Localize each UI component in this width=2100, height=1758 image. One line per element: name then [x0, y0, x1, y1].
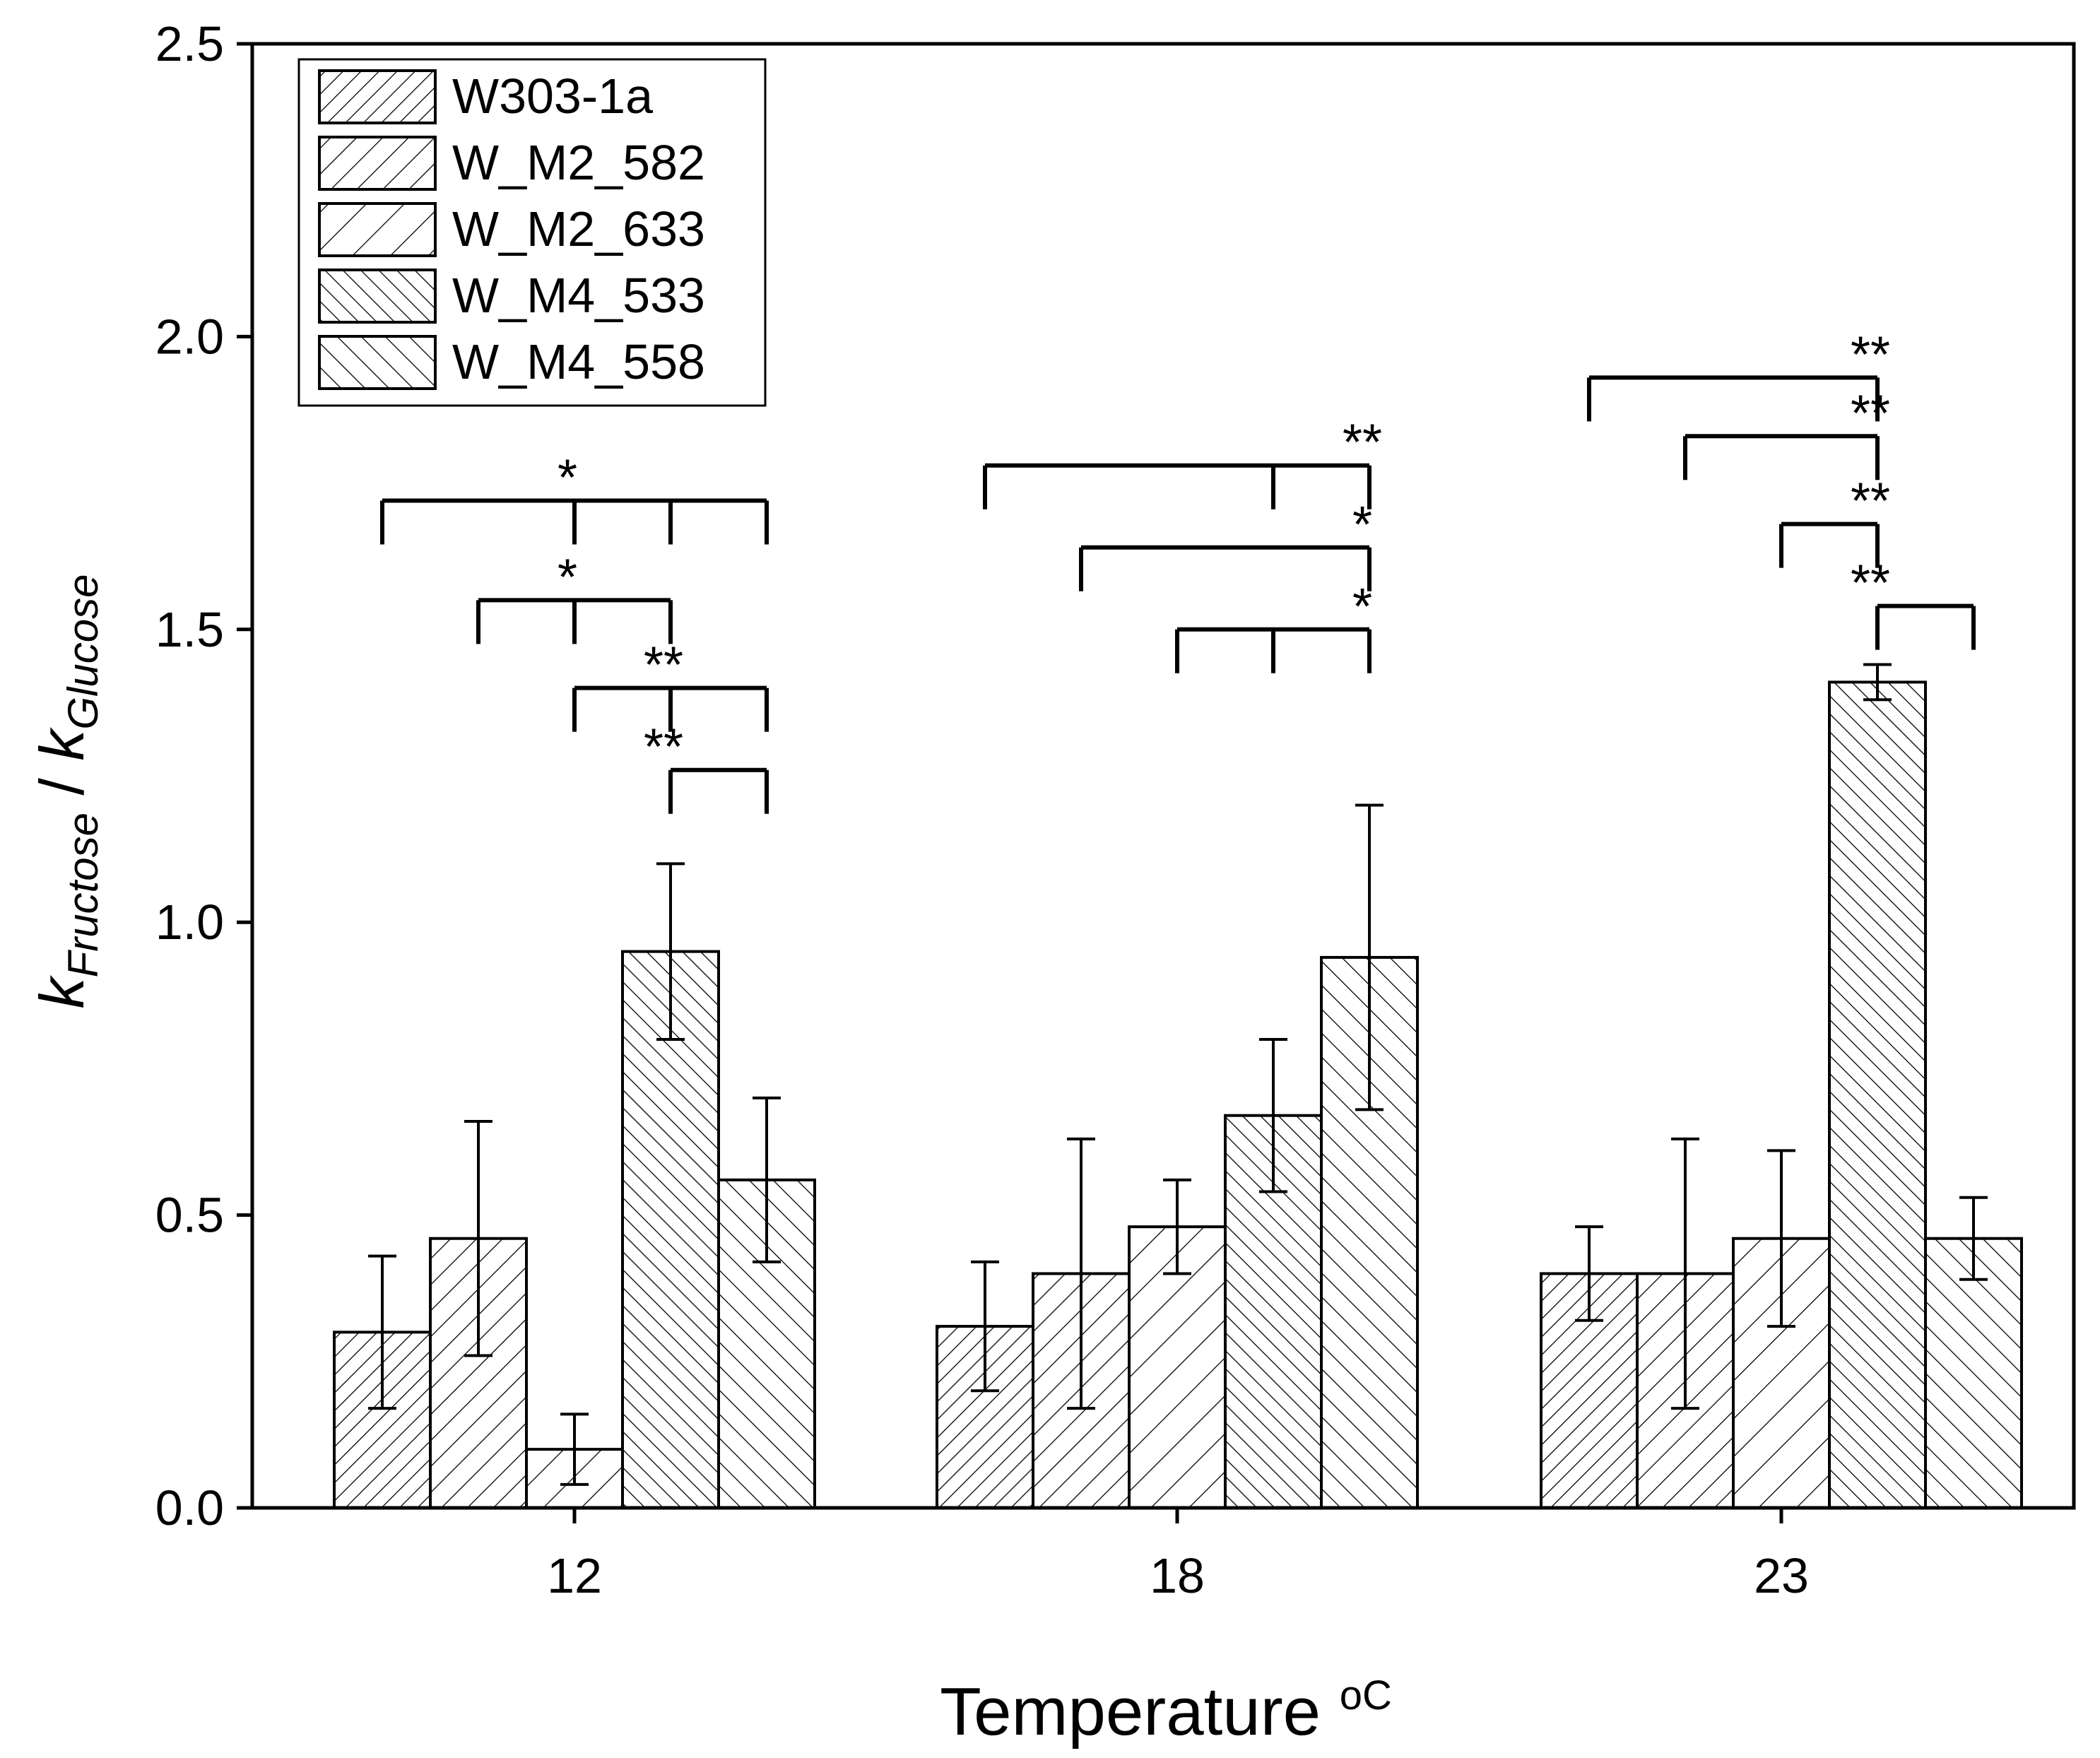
significance-label-10: **	[1851, 473, 1890, 530]
error-bar-w-m4-533-12	[656, 862, 685, 1041]
legend-label-w-m2-633: W_M2_633	[452, 201, 705, 256]
error-bar-w-m2-582-23	[1671, 1137, 1699, 1410]
legend-swatch-w303-1a	[318, 69, 437, 124]
y-tick-label-1.0: 1.0	[155, 895, 224, 950]
legend-swatch-w-m2-633	[318, 202, 437, 257]
significance-label-5: **	[1343, 415, 1382, 471]
significance-label-7: *	[1352, 579, 1372, 635]
error-bar-w-m4-533-18	[1259, 1037, 1287, 1193]
error-bar-w-m2-633-12	[560, 1412, 589, 1486]
significance-bracket-3	[572, 685, 769, 732]
significance-layer: ******************	[380, 326, 1976, 814]
bars-layer	[333, 680, 2023, 1510]
legend-item-w-m2-633: W_M2_633	[318, 201, 705, 257]
error-bar-w303-1a-18	[971, 1260, 999, 1393]
error-bar-w-m4-558-12	[753, 1096, 781, 1263]
error-bar-w-m2-633-23	[1767, 1149, 1795, 1328]
significance-bracket-6	[1079, 545, 1372, 591]
y-tick-label-0.5: 0.5	[155, 1188, 224, 1243]
significance-label-9: **	[1851, 385, 1890, 442]
significance-label-1: *	[558, 449, 577, 506]
significance-bracket-9	[1683, 434, 1880, 480]
legend-label-w-m2-582: W_M2_582	[452, 135, 705, 190]
legend-item-w303-1a: W303-1a	[318, 69, 653, 124]
significance-bracket-8	[1587, 375, 1880, 422]
bar-w-m4-533-12	[621, 950, 720, 1509]
error-bars-layer	[368, 663, 1988, 1486]
y-tick-label-1.5: 1.5	[155, 602, 224, 657]
legend-item-w-m4-533: W_M4_533	[318, 268, 705, 324]
y-axis-title: kFructose / kGlucose	[27, 574, 107, 1009]
significance-label-6: *	[1352, 497, 1372, 553]
axes-layer: 0.0 0.5 1.0 1.5 2.0 2.5 12 18 23	[155, 16, 1809, 1603]
bar-w-m4-533-23	[1828, 680, 1927, 1510]
x-axis-title: Temperature oC	[940, 1673, 1392, 1750]
significance-label-8: **	[1851, 326, 1890, 383]
x-tick-label-18: 18	[1150, 1548, 1205, 1603]
significance-bracket-1	[380, 498, 769, 545]
significance-bracket-5	[983, 463, 1372, 509]
y-tick-label-2.5: 2.5	[155, 16, 224, 71]
significance-label-3: **	[644, 637, 683, 694]
significance-bracket-10	[1779, 521, 1880, 568]
x-tick-label-23: 23	[1754, 1548, 1809, 1603]
error-bar-w-m2-582-12	[464, 1119, 492, 1357]
legend-label-w303-1a: W303-1a	[452, 69, 653, 124]
significance-label-4: **	[644, 719, 683, 776]
error-bar-w-m2-582-18	[1067, 1137, 1095, 1410]
error-bar-w-m2-633-18	[1163, 1178, 1191, 1275]
error-bar-w-m4-558-23	[1959, 1196, 1988, 1281]
legend-label-w-m4-558: W_M4_558	[452, 334, 705, 389]
legend: W303-1a W_M2_582 W_M2_633 W_M4_533 W_M4_558	[297, 58, 767, 407]
y-tick-label-2.0: 2.0	[155, 309, 224, 364]
y-tick-label-0.0: 0.0	[155, 1480, 224, 1535]
x-tick-label-12: 12	[547, 1548, 602, 1603]
legend-label-w-m4-533: W_M4_533	[452, 268, 705, 323]
error-bar-w303-1a-23	[1575, 1225, 1603, 1322]
significance-bracket-4	[668, 767, 769, 814]
error-bar-w303-1a-12	[368, 1254, 396, 1410]
significance-label-2: *	[558, 549, 577, 606]
legend-item-w-m4-558: W_M4_558	[318, 334, 705, 390]
significance-label-11: **	[1851, 555, 1890, 612]
legend-swatch-w-m2-582	[318, 136, 437, 191]
x-axis-unit: oC	[1340, 1673, 1392, 1718]
significance-bracket-11	[1875, 603, 1976, 650]
legend-swatch-w-m4-558	[318, 335, 437, 390]
significance-bracket-7	[1175, 627, 1372, 673]
plot-area-frame	[250, 42, 2076, 1510]
significance-bracket-2	[476, 598, 673, 644]
legend-item-w-m2-582: W_M2_582	[318, 135, 705, 191]
bar-w-m2-582-12	[429, 1237, 528, 1509]
error-bar-w-m4-558-18	[1355, 803, 1384, 1111]
legend-swatch-w-m4-533	[318, 269, 437, 324]
error-bar-w-m4-533-23	[1863, 663, 1892, 702]
